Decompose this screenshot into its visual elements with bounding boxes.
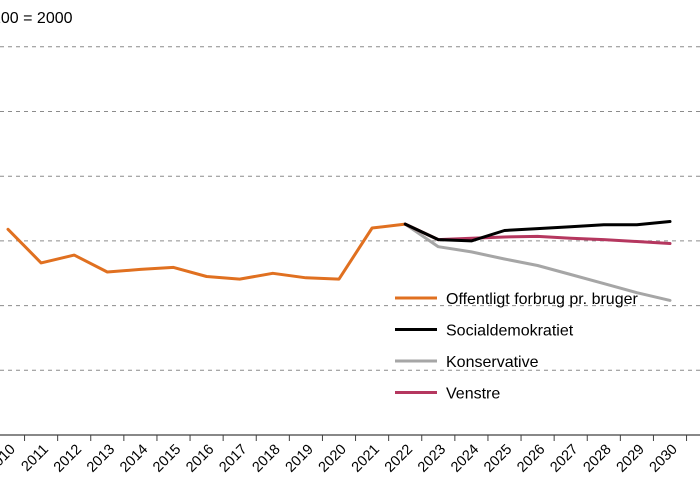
legend-label-venstre: Venstre: [446, 386, 500, 403]
x-tick-label: 2023: [415, 442, 449, 476]
x-tick-label: 2018: [249, 442, 283, 476]
gridlines: [0, 46, 700, 371]
legend-label-offentligt-forbrug-pr-bruger: Offentligt forbrug pr. bruger: [446, 291, 638, 308]
x-tick-label: 2030: [647, 442, 681, 476]
legend: Offentligt forbrug pr. bruger Socialdemok…: [395, 291, 638, 403]
x-tick-label: 2010: [0, 442, 19, 476]
legend-label-socialdemokratiet: Socialdemokratiet: [446, 323, 574, 340]
x-tick-label: 2025: [481, 442, 515, 476]
x-tick-label: 2011: [19, 442, 52, 475]
x-tick-label: 2014: [117, 442, 151, 476]
x-tick-label: 2021: [349, 442, 383, 476]
x-axis: 2010 201120122013201420152016201720182019…: [0, 434, 700, 476]
x-tick-label: 2022: [382, 442, 416, 476]
x-tick-label: 2019: [283, 442, 317, 476]
series-line-socialdemokratiet: [403, 220, 672, 243]
series-lines: [6, 220, 672, 302]
x-tick-label: 2028: [580, 442, 614, 476]
series-line-konservative: [403, 222, 672, 302]
x-tick-label: 2012: [51, 442, 85, 476]
x-tick-label: 2015: [150, 442, 184, 476]
x-tick-label: 2016: [183, 442, 217, 476]
x-tick-label: 2024: [448, 442, 482, 476]
series-line-offentligt-forbrug-pr-bruger: [6, 222, 440, 281]
x-tick-label: 2017: [216, 442, 250, 476]
x-tick-label: 2013: [84, 442, 118, 476]
x-tick-label: 2029: [614, 442, 648, 476]
unit-label: 100 = 2000: [0, 10, 73, 27]
x-tick-label: 2027: [547, 442, 581, 476]
x-tick-label: 2020: [316, 442, 350, 476]
legend-label-konservative: Konservative: [446, 354, 539, 371]
x-tick-label: 2026: [514, 442, 548, 476]
